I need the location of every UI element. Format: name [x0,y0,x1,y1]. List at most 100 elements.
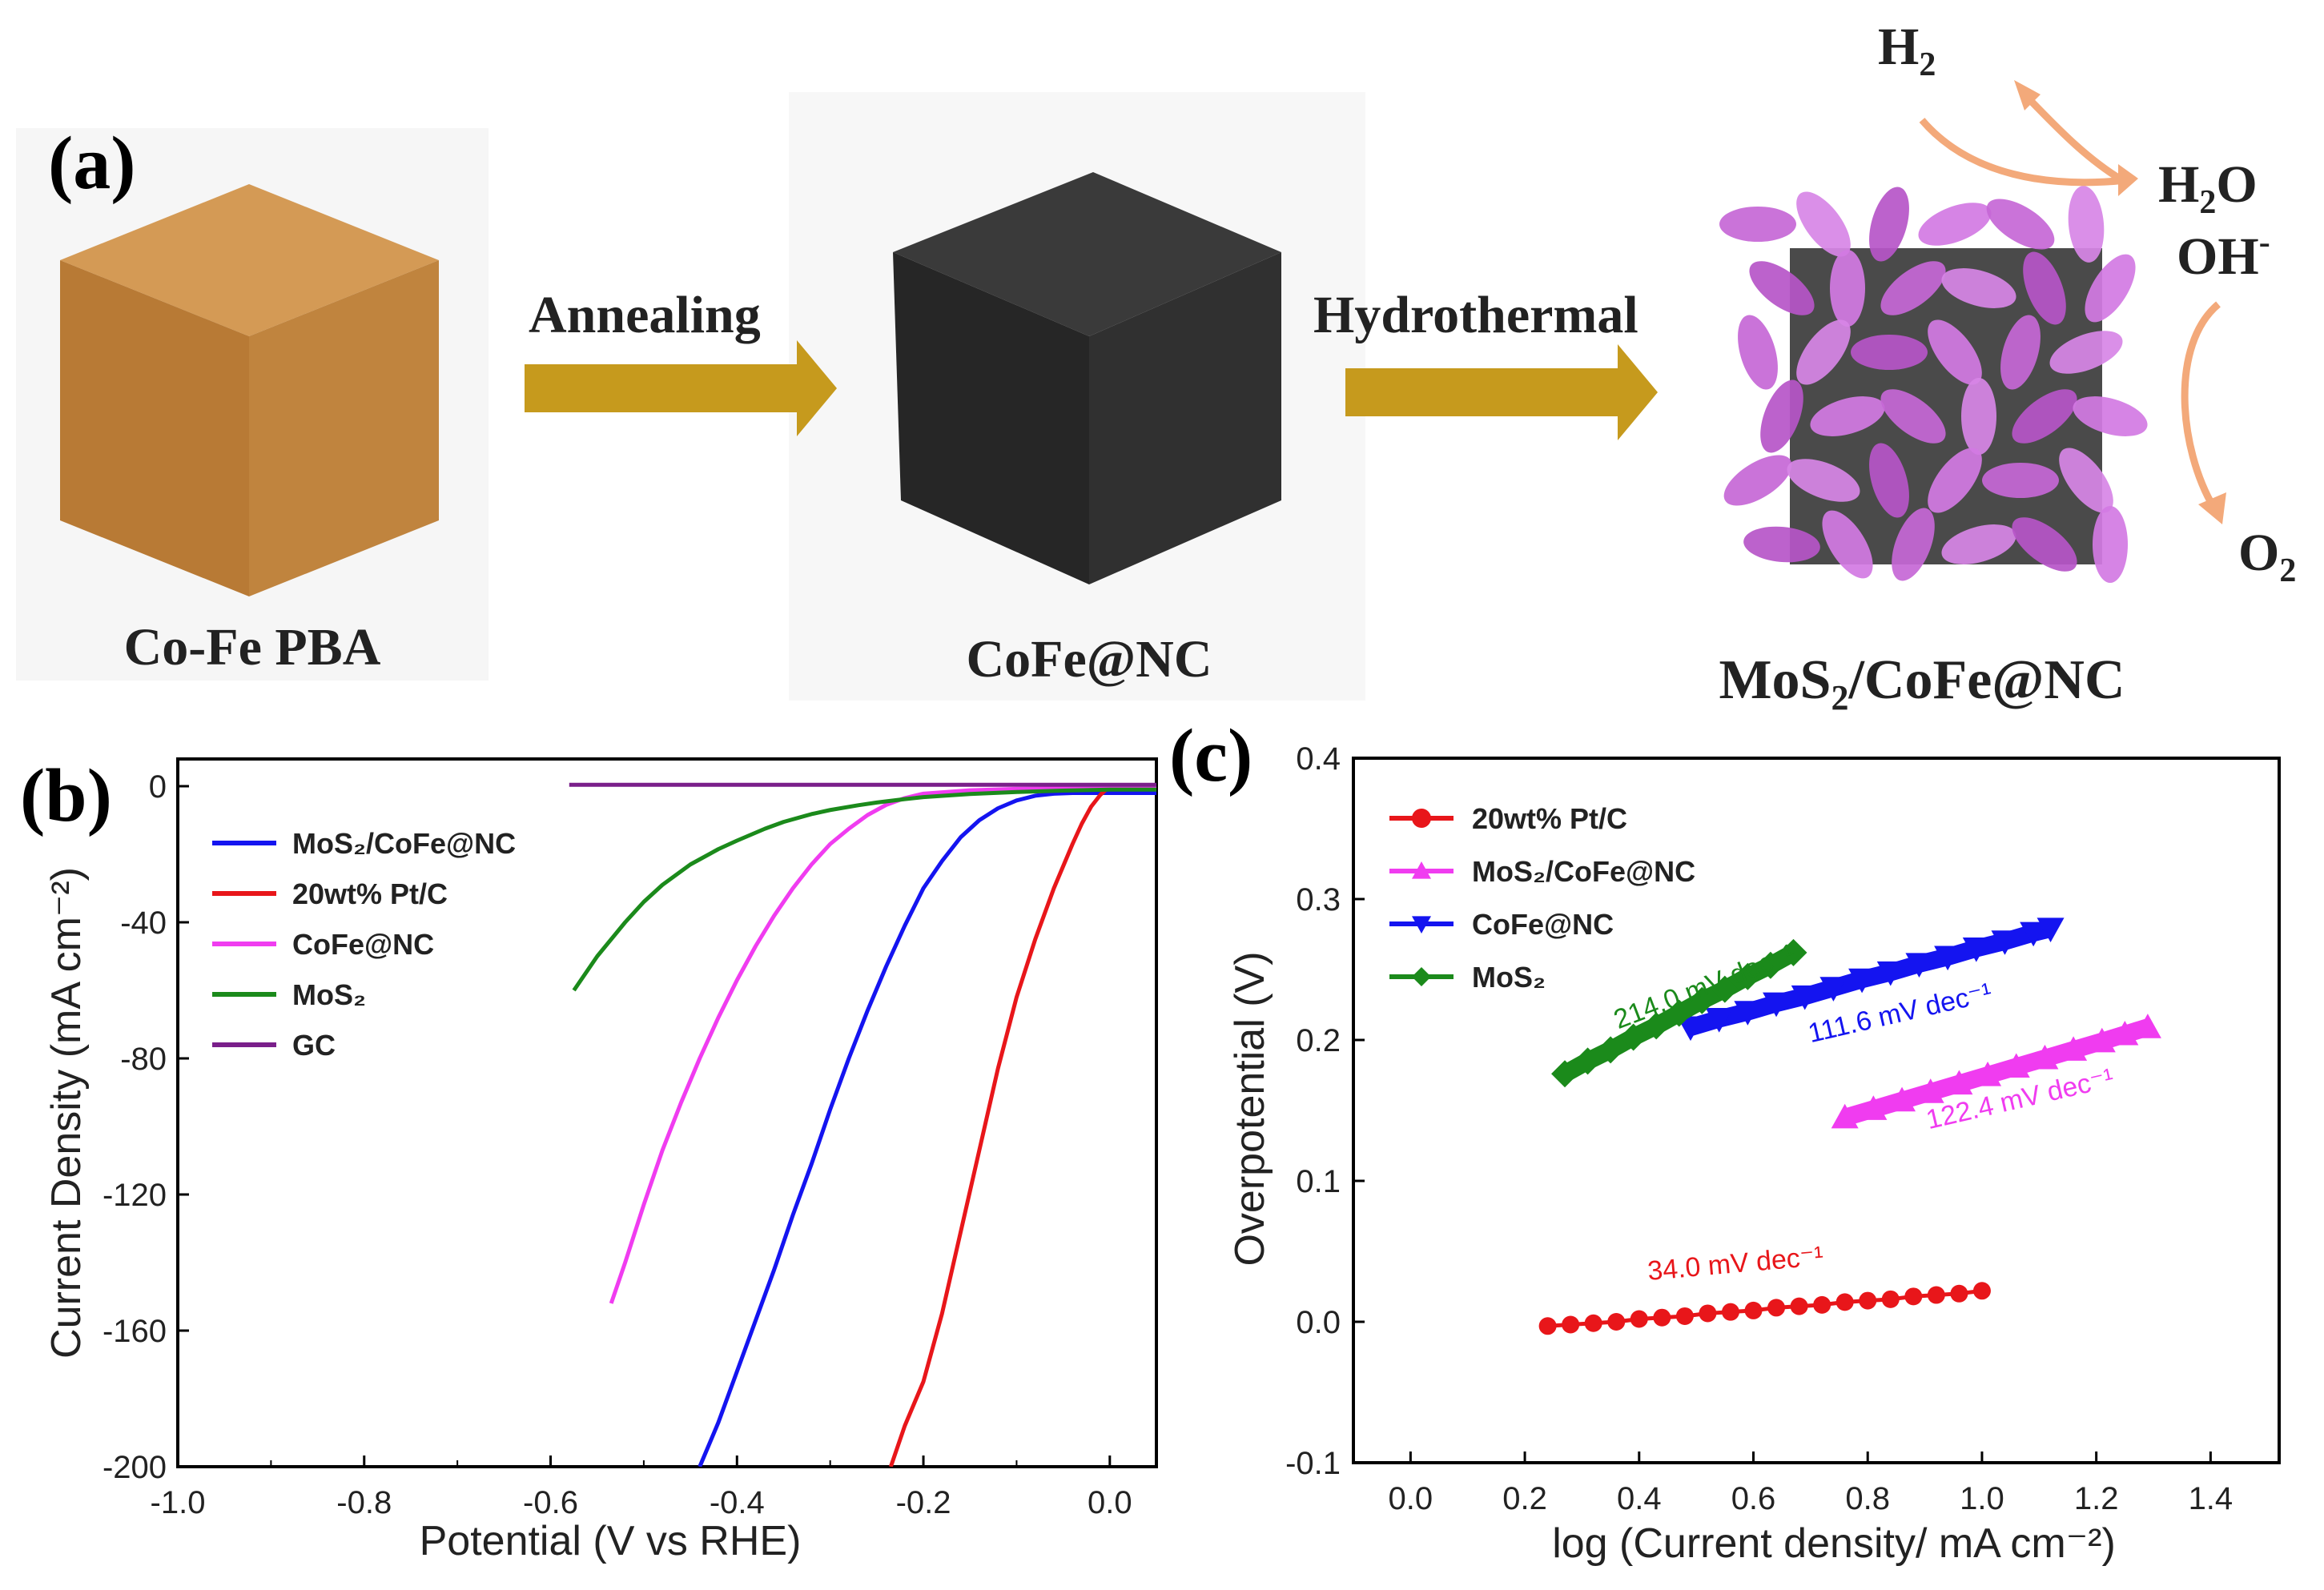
reaction-arrow-o2 [2181,301,2221,511]
y-tick-label-c: 0.3 [1296,882,1341,917]
mos2-petal [1961,378,1996,455]
legend-label-cofe-nc: CoFe@NC [1472,908,1614,941]
data-point-cofe-nc [1763,992,1791,1018]
data-point-cofe-nc [1791,985,1819,1010]
mos2-cofe-nc-label: MoS2/CoFe@NC [1719,649,2125,717]
data-point-mos [1779,938,1807,966]
data-point-20wt-pt-c [1721,1303,1739,1321]
legend-label-mos-cofe-nc: MoS₂/CoFe@NC [292,827,516,860]
mos2-petal [1928,319,1982,385]
data-point-20wt-pt-c [1584,1314,1602,1332]
y-tick-label-c: -0.1 [1285,1446,1341,1481]
data-point-mos-cofe-nc [1945,1070,1973,1095]
mos2-petal [2093,506,2128,583]
y-tick-label-c: 0.1 [1296,1164,1341,1199]
data-point-20wt-pt-c [1653,1308,1671,1327]
h2-label: H2 [1878,18,1936,83]
panel-c: (c) 0.0 0.2 0.4 0.6 0.8 1.0 1.2 1.4 -0.1 0.0 0.1 0.… [1169,714,2281,1567]
series-line-mos [572,787,1156,992]
reaction-arrow-h2 [2023,93,2125,183]
panel-c-label: (c) [1169,714,1252,797]
y-tick-label-c: 0.0 [1296,1305,1341,1340]
y-axis-label-c: Overpotential (V) [1227,951,1273,1266]
legend-marker-cofe-nc [1412,916,1431,934]
mos2-petal [1822,510,1873,579]
mos2-petal [1869,187,1909,262]
y-tick-label-b: -200 [103,1450,167,1485]
data-point-mos [1619,1023,1647,1051]
legend-label-cofe-nc: CoFe@NC [292,928,434,961]
plot-frame-c [1352,757,2281,1464]
y-tick-label-c: 0.4 [1296,741,1341,777]
data-point-mos-cofe-nc [1974,1062,2002,1086]
y-tick-label-b: -80 [120,1042,167,1077]
data-point-cofe-nc [1991,930,2019,955]
data-point-mos-cofe-nc [1860,1095,1888,1120]
x-tick-label-b: -1.0 [151,1485,206,1520]
o2-label: O2 [2238,524,2296,589]
mos2-petal [1941,524,2016,564]
data-point-mos [1665,999,1693,1027]
co-fe-pba-label: Co-Fe PBA [124,618,381,677]
data-point-cofe-nc [1848,968,1876,994]
mos2-petal [1986,199,2055,250]
x-tick-label-c: 0.4 [1617,1481,1662,1516]
y-tick-label-b: -160 [103,1314,167,1349]
mos2-petal [2068,186,2105,263]
series-line-mos-cofe-nc [698,791,1156,1467]
data-point-20wt-pt-c [1675,1307,1694,1325]
data-point-20wt-pt-c [1813,1295,1831,1314]
mos2-petal [1830,250,1865,327]
mos2-petal [1787,459,1860,502]
x-tick-label-c: 0.0 [1389,1481,1433,1516]
panel-b-label: (b) [20,754,112,837]
data-point-mos [1711,975,1739,1003]
hydrothermal-arrow [1345,344,1658,440]
data-point-mos [1688,986,1716,1014]
x-tick-label-c: 0.2 [1502,1481,1547,1516]
h2o-label: H2O [2158,155,2258,221]
x-tick-label-c: 0.8 [1845,1481,1890,1516]
mos2-petal [2012,389,2077,444]
x-tick-label-b: -0.2 [896,1485,951,1520]
data-point-cofe-nc [1934,946,1962,971]
cofe-nc-cube [893,172,1281,584]
panel-a: (a) Co-Fe PBA Annealing CoFe@NC Hydrothe… [16,18,2296,717]
mos2-petal [1719,207,1796,242]
hydrothermal-label: Hydrothermal [1313,286,1638,344]
plot-frame-b [176,757,1158,1468]
data-point-20wt-pt-c [1881,1290,1900,1308]
y-tick-label-b: 0 [149,769,167,805]
data-point-mos-cofe-nc [2002,1053,2030,1078]
series-line-20wt-pt-c [888,784,1156,1467]
data-point-mos-cofe-nc [1916,1078,1944,1103]
mos2-petal [1880,389,1946,444]
legend-label-20wt-pt-c: 20wt% Pt/C [292,877,448,910]
legend-label-mos: MoS₂ [292,978,366,1011]
mos2-petal [1941,268,2016,308]
mos2-petal [1810,396,1885,436]
data-point-20wt-pt-c [1835,1293,1854,1311]
mos2-petal [1918,203,1992,246]
mos2-petal [2000,315,2041,390]
data-point-mos [1642,1012,1671,1040]
legend-label-mos-cofe-nc: MoS₂/CoFe@NC [1472,855,1695,888]
x-tick-label-c: 1.4 [2189,1481,2234,1516]
data-point-mos-cofe-nc [1831,1103,1859,1129]
data-point-mos [1597,1036,1625,1064]
data-point-20wt-pt-c [1562,1315,1580,1334]
data-point-mos [1756,951,1784,979]
mos2-petal [1796,319,1851,385]
x-tick-label-c: 1.0 [1960,1481,2004,1516]
data-point-cofe-nc [1876,961,1904,986]
data-point-mos-cofe-nc [2088,1027,2116,1053]
data-point-20wt-pt-c [1630,1310,1648,1328]
y-axis-label-b: Current Density (mA cm⁻²) [43,867,90,1359]
mos2-petal [2059,448,2113,513]
series-line-cofe-nc [609,785,1156,1304]
mos2-petal [1892,508,1935,581]
data-point-20wt-pt-c [1950,1284,1968,1303]
mos2-petal [1796,191,1851,257]
data-point-20wt-pt-c [1744,1301,1763,1319]
